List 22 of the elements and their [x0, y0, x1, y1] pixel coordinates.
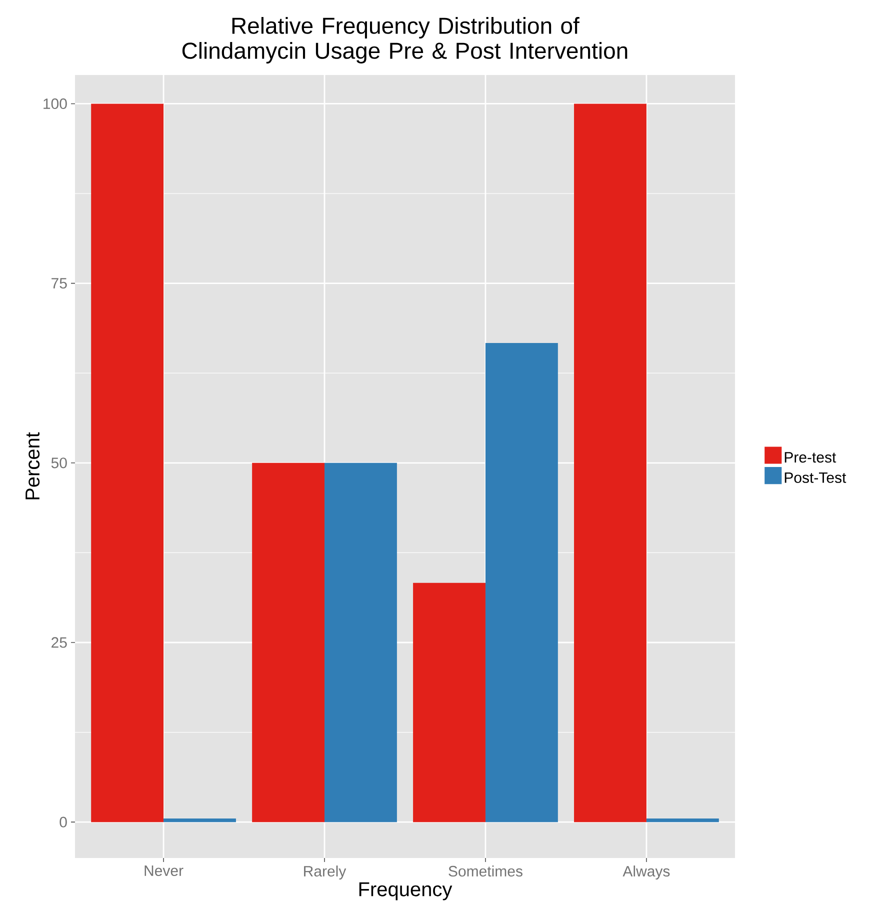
legend-label: Pre-test	[784, 452, 836, 463]
bar	[252, 462, 325, 822]
x-tick-label: Rarely	[304, 866, 346, 880]
x-axis-title: Frequency	[359, 882, 452, 900]
bar	[413, 582, 486, 822]
y-axis-title: Percent	[26, 432, 40, 500]
y-tick-label: 25	[52, 637, 67, 648]
bar	[574, 104, 646, 822]
legend-label: Post-Test	[784, 472, 846, 483]
y-tick-label: 50	[51, 458, 67, 468]
x-tick-label: Always	[622, 866, 670, 880]
bar	[646, 818, 719, 822]
bar	[485, 342, 558, 822]
chart-title: Relative Frequency Distribution of Clindamycin Usage Pre & Post Intervention	[182, 17, 628, 64]
x-tick-label: Sometimes	[448, 866, 522, 877]
bar	[91, 104, 164, 822]
y-tick-label: 0	[60, 816, 67, 828]
y-tick-label: 100	[44, 98, 67, 110]
x-tick-label: Never	[144, 866, 184, 876]
bar	[324, 462, 397, 822]
bar	[164, 818, 236, 822]
y-tick-label: 75	[52, 278, 67, 289]
